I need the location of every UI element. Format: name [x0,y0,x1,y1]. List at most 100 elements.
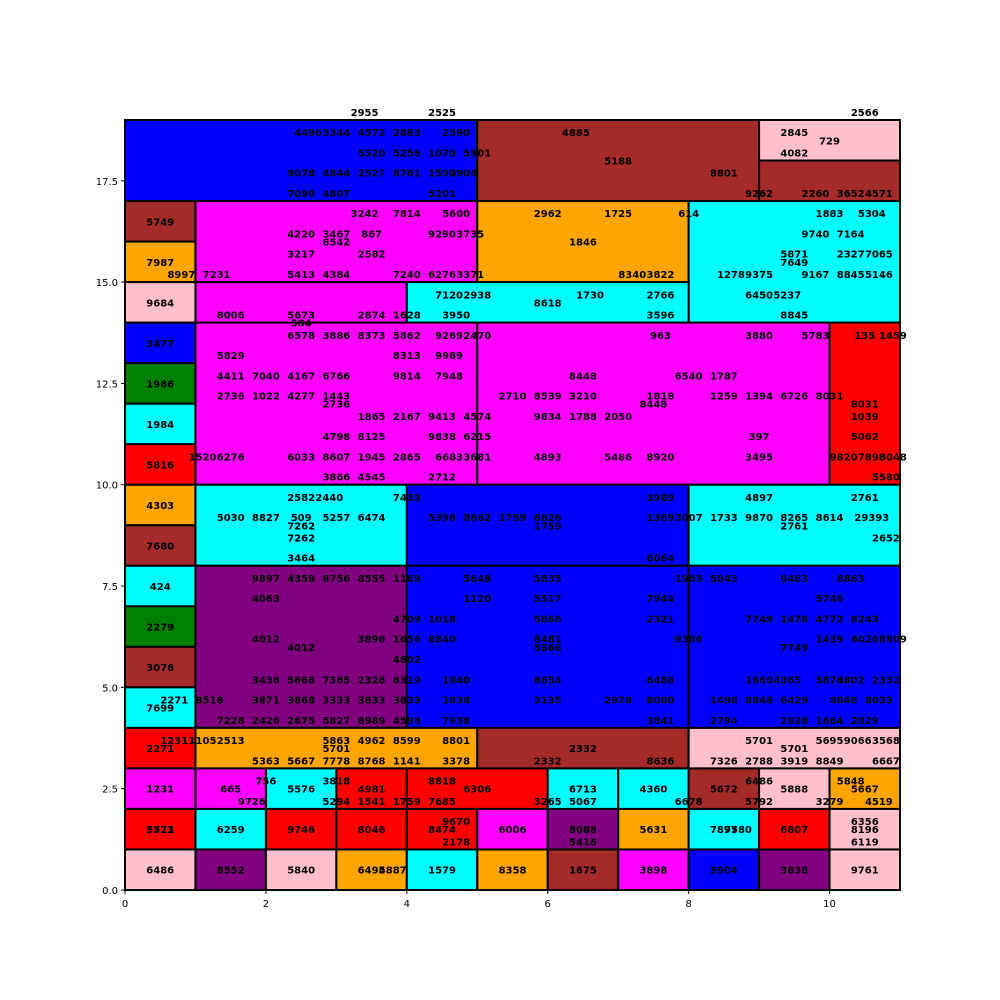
cell-value-label: 3265 [534,797,562,808]
cell-value-label: 5862 [393,331,421,342]
cell-value-label: 3989 [647,493,675,504]
cell-value-label: 8340 [618,270,646,281]
cell-value-label: 7580 [724,825,752,836]
cell-value-label: 7685 [428,797,456,808]
cell-value-label: 6276 [217,452,245,463]
cell-value-label: 2050 [604,412,632,423]
cell-value-label: 1231 [146,785,174,796]
cell-value-label: 4572 [358,128,386,139]
cell-value-label: 9375 [745,270,773,281]
cell-value-label: 3652 [837,189,865,200]
cell-value-label: 5888 [780,785,808,796]
cell-value-label: 5600 [442,209,470,220]
cell-value-label: 4885 [562,128,590,139]
cell-value-label: 8243 [851,614,879,625]
cell-value-label: 5749 [146,217,174,228]
cell-value-label: 756 [255,777,276,788]
cell-value-label: 2167 [393,412,421,423]
cell-value-label: 6578 [287,331,315,342]
cell-value-label: 1259 [710,392,738,403]
cell-value-label: 9167 [802,270,830,281]
cell-value-label: 5866 [534,614,562,625]
cell-value-label: 8801 [710,169,738,180]
cell-value-label: 8636 [647,756,675,767]
cell-value-label: 9897 [252,574,280,585]
cell-value-label: 2829 [851,716,879,727]
cell-value-label: 4802 [837,675,865,686]
y-tick-label: 5.0 [102,683,118,694]
cell-value-label: 1656 [393,635,421,646]
cell-value-label: 5901 [463,148,491,159]
cell-value-label: 9483 [780,574,808,585]
cell-value-label: 9269 [435,331,463,342]
cell-value-label: 8626 [534,513,562,524]
cell-value-label: 8849 [816,756,844,767]
cell-value-label: 5863 [322,736,350,747]
cell-value-label: 7749 [745,614,773,625]
cell-value-label: 1730 [576,290,604,301]
cell-value-label: 7065 [865,250,893,261]
cell-value-label: 4709 [393,614,421,625]
treemap-cell [546,767,620,810]
treemap-cell [124,686,197,729]
cell-value-label: 8989 [358,716,386,727]
cell-value-label: 8920 [647,452,675,463]
cell-value-label: 8809 [879,635,907,646]
cell-value-label: 9740 [802,229,830,240]
cell-value-label: 5030 [217,513,245,524]
cell-value-label: 7262 [287,533,315,544]
treemap-cell [264,767,338,810]
cell-value-label: 5871 [780,250,808,261]
cell-value-label: 1628 [393,311,421,322]
cell-value-label: 8196 [851,825,879,836]
cell-value-label: 4358 [287,574,315,585]
cell-value-label: 6119 [851,837,879,848]
cell-value-label: 5840 [287,866,315,877]
cell-value-label: 5521 [146,825,174,836]
treemap-cell [546,807,620,851]
cell-value-label: 4545 [358,473,386,484]
cell-value-label: 7040 [252,371,280,382]
cell-value-label: 1759 [534,521,562,532]
cell-value-label: 2761 [780,521,808,532]
cell-value-label: 6726 [780,392,808,403]
treemap-cell [194,200,479,284]
cell-value-label: 5848 [837,777,865,788]
cell-value-label: 2712 [428,473,456,484]
cell-value-label: 2260 [802,189,830,200]
cell-value-label: 2328 [358,675,386,686]
cell-value-label: 2955 [351,108,379,119]
cell-value-label: 135 [854,331,875,342]
cell-value-label: 5067 [569,797,597,808]
treemap-cell [828,807,902,851]
cell-value-label: 3833 [358,696,386,707]
cell-value-label: 2736 [217,392,245,403]
cell-value-label: 7649 [780,258,808,269]
treemap-cell [124,564,197,608]
cell-value-label: 3735 [456,229,484,240]
cell-value-label: 1787 [710,371,738,382]
cell-value-label: 9413 [428,412,456,423]
cell-value-label: 9989 [435,351,463,362]
cell-value-label: 3838 [780,866,808,877]
cell-value-label: 5363 [252,756,280,767]
cell-value-label: 8033 [865,696,893,707]
treemap-cell [405,281,690,324]
cell-value-label: 8552 [217,866,245,877]
cell-value-label: 7938 [442,716,470,727]
y-tick-label: 7.5 [102,582,118,593]
cell-value-label: 8006 [217,311,245,322]
x-tick-label: 0 [122,899,128,910]
cell-value-label: 7326 [710,756,738,767]
cell-value-label: 3822 [647,270,675,281]
cell-value-label: 7164 [837,229,865,240]
x-tick-label: 10 [823,899,836,910]
cell-value-label: 8542 [322,238,350,249]
cell-value-label: 5648 [463,574,491,585]
cell-value-label: 1039 [851,412,879,423]
cell-value-label: 7240 [393,270,421,281]
cell-value-label: 6667 [872,756,900,767]
cell-value-label: 2527 [358,169,386,180]
cell-value-label: 6429 [780,696,808,707]
